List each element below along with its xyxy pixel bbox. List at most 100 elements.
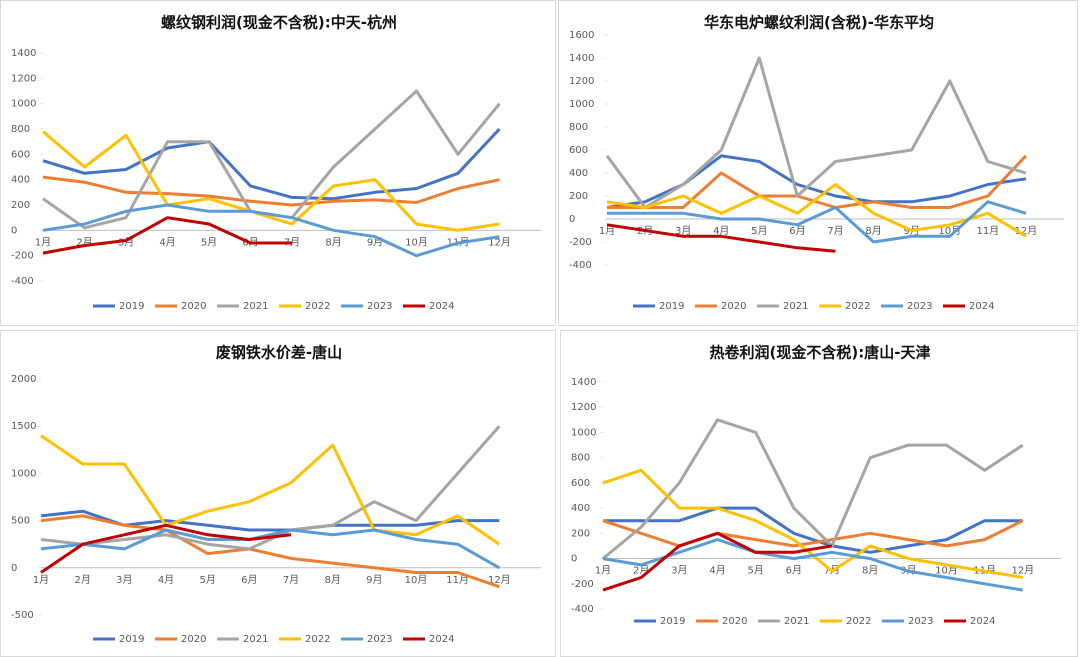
y-tick-label: -200 [571,579,594,590]
y-tick-label: 1200 [569,76,594,87]
x-tick-label: 12月 [488,236,511,248]
chart: 螺纹钢利润(现金不含税):中天-杭州 -400 -200 0 200 400 600 800 1… [0,0,556,326]
series-line [42,89,501,230]
chart-title: 废钢铁水价差-唐山 [216,344,342,362]
legend-label: 2022 [846,616,871,627]
x-tick-label: 1月 [595,565,611,577]
x-tick-label: 8月 [865,225,881,237]
legend-label: 2019 [119,301,144,312]
series-line [42,216,292,255]
x-tick-label: 5月 [201,236,217,248]
y-tick-label: 200 [11,200,30,211]
y-tick-label: 1200 [11,73,36,84]
y-tick-label: 0 [569,214,575,225]
series-line [42,203,500,258]
legend-label: 2024 [970,616,995,627]
x-tick-label: 12月 [488,574,511,586]
y-tick-label: 1400 [569,53,594,64]
series-line [42,130,500,232]
x-tick-label: 1月 [35,236,51,248]
legend-label: 2023 [367,634,392,645]
series-line [40,434,501,546]
legend-label: 2023 [907,301,932,312]
x-tick-label: 7月 [827,225,843,237]
legend-label: 2023 [367,301,392,312]
legend-label: 2021 [783,301,808,312]
series-line [602,538,1024,592]
series-line [602,519,1024,548]
x-tick-label: 4月 [158,574,174,586]
y-tick-label: 1600 [569,30,594,41]
y-tick-label: 200 [571,528,590,539]
x-tick-label: 6月 [241,574,257,586]
legend-label: 2022 [305,634,330,645]
legend-label: 2021 [243,301,268,312]
x-tick-label: 3月 [671,565,687,577]
legend-label: 2024 [969,301,994,312]
y-tick-label: 600 [569,145,588,156]
y-tick-label: 400 [569,168,588,179]
x-tick-label: 9月 [366,574,382,586]
legend-label: 2020 [181,301,206,312]
series-line [40,425,501,551]
x-tick-label: 5月 [199,574,215,586]
series-line [607,200,1027,244]
chart: 废钢铁水价差-唐山 -500 0 500 1000 1500 2000 1月 2月 3月 4月 5月 6… [0,330,556,657]
x-tick-label: 8月 [862,565,878,577]
y-tick-label: 800 [11,124,30,135]
y-tick-label: 800 [571,453,590,464]
x-tick-label: 8月 [324,574,340,586]
series-line [40,514,500,589]
y-tick-label: -200 [11,251,34,262]
legend-label: 2024 [429,634,454,645]
x-tick-label: 4月 [159,236,175,248]
chart: 热卷利润(现金不含税):唐山-天津 -400 -200 0 200 400 600 800 10… [560,330,1078,657]
legend-label: 2024 [429,301,454,312]
x-tick-label: 10月 [405,236,428,248]
y-tick-label: 1200 [571,402,596,413]
y-tick-label: 1000 [571,427,596,438]
x-tick-label: 11月 [976,225,999,237]
y-tick-label: 500 [11,516,30,527]
y-tick-label: -500 [11,610,34,621]
legend-label: 2020 [722,616,747,627]
chart-title: 华东电炉螺纹利润(含税)-华东平均 [704,14,934,32]
series-line [603,506,1023,554]
y-tick-label: -400 [569,260,592,271]
series-line [602,531,833,592]
series-line [602,418,1024,560]
y-tick-label: 0 [11,563,17,574]
x-tick-label: 1月 [33,574,49,586]
y-tick-label: 1400 [11,48,36,59]
series-line [605,56,1027,209]
y-tick-label: 600 [11,149,30,160]
series-line [602,468,1024,579]
x-tick-label: 4月 [709,565,725,577]
y-tick-label: 1400 [571,377,596,388]
x-tick-label: 5月 [747,565,763,577]
y-tick-label: -200 [569,237,592,248]
legend-label: 2022 [305,301,330,312]
series-line [40,528,501,570]
series-line [42,127,501,201]
x-tick-label: 11月 [446,574,469,586]
x-tick-label: 10月 [405,574,428,586]
y-tick-label: 800 [569,122,588,133]
y-tick-label: 0 [571,554,577,565]
legend-label: 2022 [845,301,870,312]
y-tick-label: 0 [11,225,17,236]
y-tick-label: 600 [571,478,590,489]
y-tick-label: 200 [569,191,588,202]
legend-label: 2019 [119,634,144,645]
y-tick-label: 1000 [569,99,594,110]
legend-label: 2023 [908,616,933,627]
y-tick-label: 1000 [11,99,36,110]
series-line [606,183,1027,238]
y-tick-label: 400 [571,503,590,514]
y-tick-label: -400 [11,276,34,287]
x-tick-label: 2月 [74,574,90,586]
series-line [42,175,500,207]
series-line [607,154,1027,209]
legend-label: 2019 [660,616,685,627]
x-tick-label: 10月 [935,565,958,577]
